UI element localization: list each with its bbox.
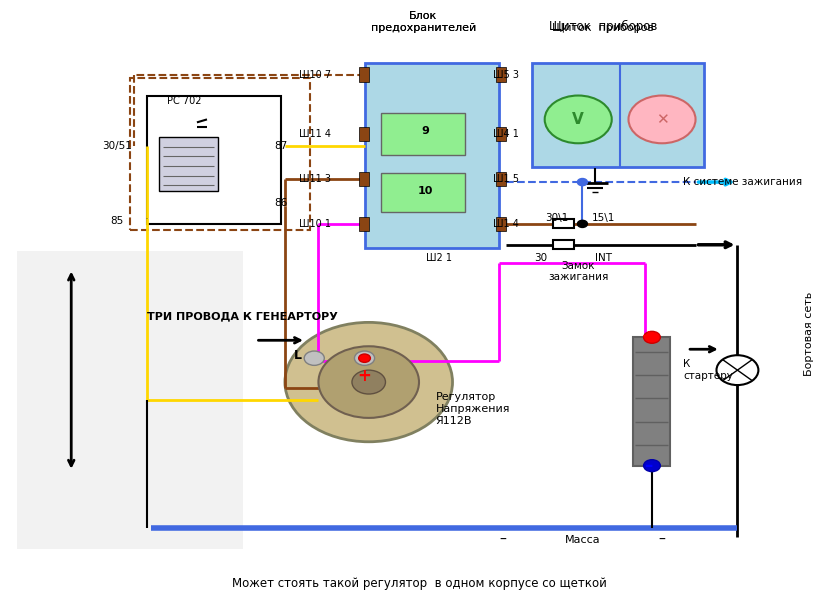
Text: 30: 30 [534,253,547,263]
Text: L: L [293,349,302,362]
Bar [496,67,506,82]
Text: INT: INT [595,253,612,263]
Bar [381,173,465,212]
Text: –: – [499,533,506,547]
Text: +: + [358,367,371,385]
Text: Регулятор
Напряжения
Я112В: Регулятор Напряжения Я112В [436,392,510,426]
Text: ТРИ ПРОВОДА К ГЕНЕАРТОРУ: ТРИ ПРОВОДА К ГЕНЕАРТОРУ [147,312,338,321]
Text: Может стоять такой регулятор  в одном корпусе со щеткой: Может стоять такой регулятор в одном кор… [231,577,607,590]
Bar [359,67,369,82]
Text: 87: 87 [274,141,287,151]
Text: Ш2 1: Ш2 1 [426,253,452,263]
Text: 30\1: 30\1 [546,213,569,223]
Bar [359,127,369,141]
Text: Масса: Масса [565,536,600,545]
Text: Ш1 5: Ш1 5 [493,174,519,184]
Bar [359,172,369,186]
Text: Ш4 1: Ш4 1 [493,130,519,139]
Text: Ш10 1: Ш10 1 [299,219,331,229]
Text: Блок
предохранителей: Блок предохранителей [370,11,476,33]
Text: РС 702: РС 702 [167,97,202,106]
Text: Ш11 3: Ш11 3 [299,174,331,184]
Text: 86: 86 [274,198,287,208]
Text: К
стартеру: К стартеру [683,359,733,381]
Text: Щиток  приборов: Щиток приборов [549,20,658,33]
Text: –: – [644,457,652,475]
Text: Ш10 7: Ш10 7 [299,70,331,79]
Circle shape [318,346,419,418]
Text: V: V [572,112,584,127]
Circle shape [304,351,324,365]
Bar [496,127,506,141]
Circle shape [644,331,660,343]
Text: Щиток  приборов: Щиток приборов [552,23,654,33]
Bar [496,217,506,231]
Circle shape [628,96,696,143]
Bar [553,219,574,228]
Text: 10: 10 [418,186,433,196]
Text: 15\1: 15\1 [592,213,615,223]
Text: Ш5 3: Ш5 3 [493,70,519,79]
Text: Блок
предохранителей: Блок предохранителей [370,11,476,33]
Bar [633,337,670,466]
Bar [381,113,465,155]
Text: Ш11 4: Ш11 4 [299,130,331,139]
Bar [359,217,369,231]
Circle shape [285,322,453,442]
Text: Замок
зажигания: Замок зажигания [548,261,608,282]
Circle shape [359,354,370,362]
Circle shape [545,96,612,143]
Text: 9: 9 [422,127,430,136]
Text: К системе зажигания: К системе зажигания [683,177,802,187]
Text: Ш1 4: Ш1 4 [493,219,519,229]
Circle shape [352,370,385,394]
Bar [553,240,574,249]
Bar [532,63,704,167]
Text: +: + [641,328,654,346]
Bar [496,172,506,186]
Circle shape [716,355,758,385]
Circle shape [577,220,587,227]
Circle shape [354,351,375,365]
Text: –: – [659,533,665,547]
Text: Бортовая сеть: Бортовая сеть [804,292,814,377]
Polygon shape [17,251,243,549]
Circle shape [644,460,660,472]
Text: 85: 85 [111,216,124,226]
Bar [130,78,310,230]
Bar [365,63,499,248]
Bar [159,137,218,191]
Text: 30/51: 30/51 [102,141,132,151]
Bar [147,96,281,224]
Text: ✕: ✕ [655,112,669,127]
Circle shape [577,179,587,186]
